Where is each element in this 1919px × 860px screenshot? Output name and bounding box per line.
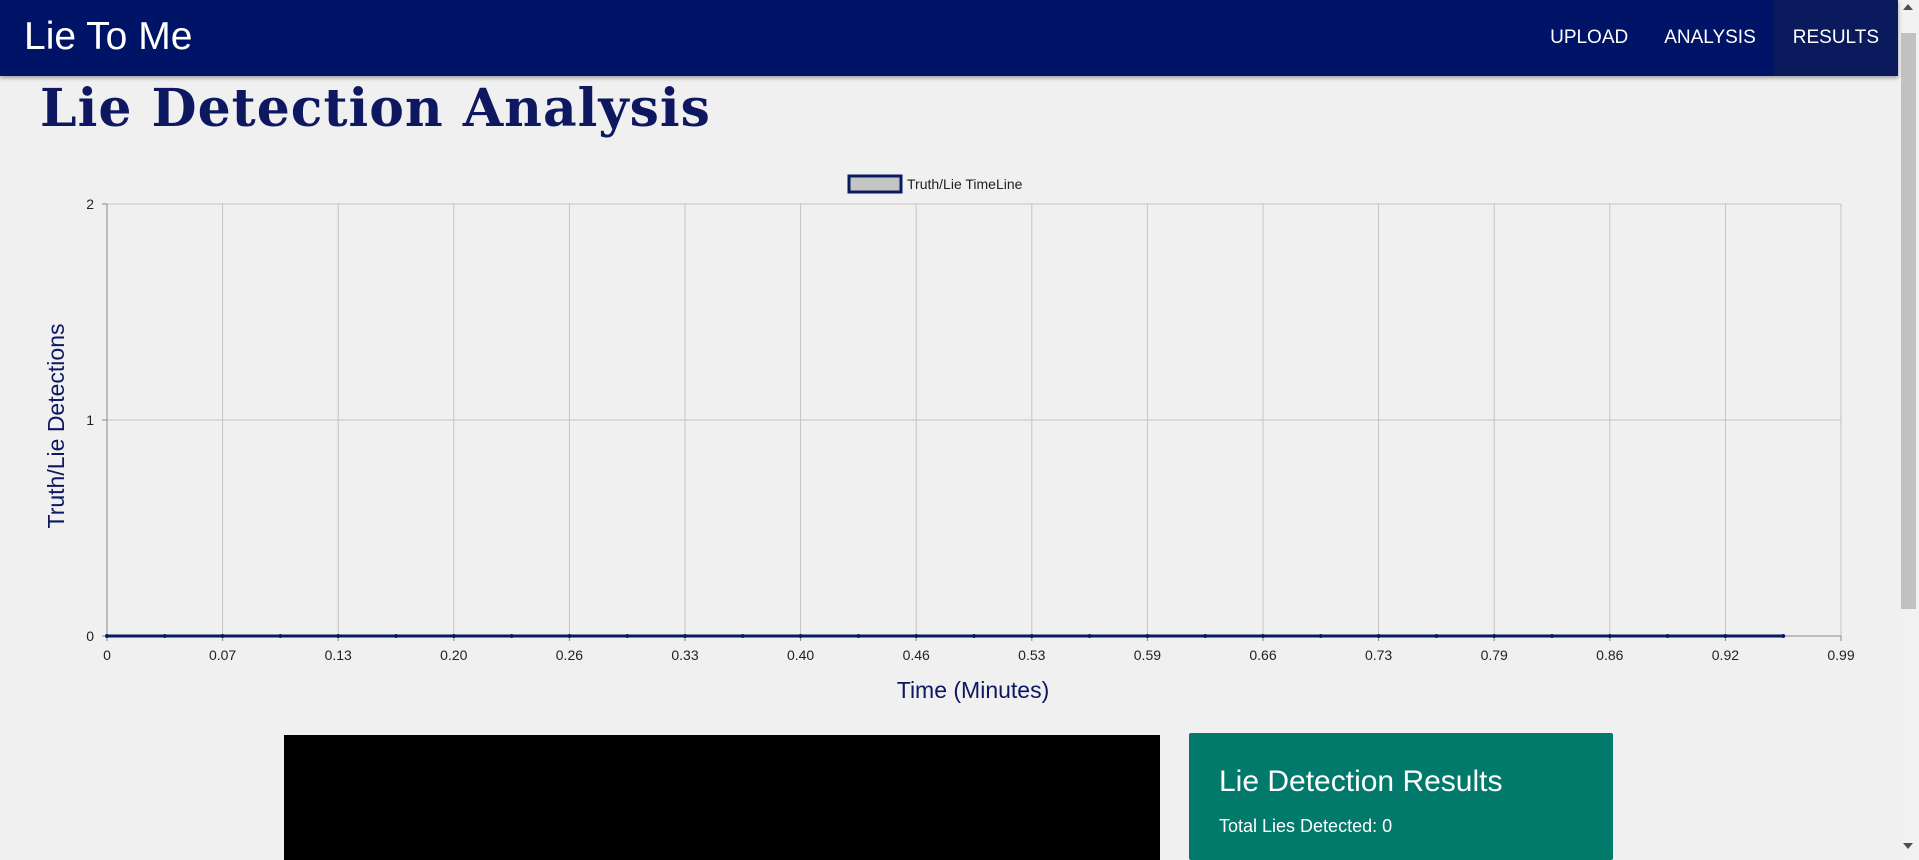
x-tick-label: 0.46 [903, 647, 930, 663]
x-tick-label: 0.66 [1249, 647, 1276, 663]
data-point [1665, 634, 1670, 638]
nav-link-analysis[interactable]: ANALYSIS [1664, 27, 1756, 48]
x-tick-label: 0.79 [1481, 647, 1508, 663]
x-tick-label: 0.53 [1018, 647, 1045, 663]
scroll-up-arrow-icon[interactable] [1903, 4, 1913, 10]
y-tick-label: 1 [86, 412, 94, 428]
top-navbar: Lie To Me UPLOAD ANALYSIS RESULTS [0, 0, 1898, 76]
x-tick-label: 0.07 [209, 647, 236, 663]
data-point [1203, 634, 1208, 638]
data-point [972, 634, 976, 638]
legend-label: Truth/Lie TimeLine [907, 176, 1023, 192]
y-axis-label: Truth/Lie Detections [43, 324, 69, 529]
nav-link-results[interactable]: RESULTS [1773, 0, 1898, 76]
results-card: Lie Detection Results Total Lies Detecte… [1189, 733, 1613, 860]
legend-swatch [847, 174, 903, 194]
brand-logo-link[interactable]: Lie To Me [24, 15, 193, 58]
y-tick-label: 0 [86, 628, 94, 644]
data-point [509, 634, 514, 638]
x-axis-label: Time (Minutes) [897, 677, 1050, 703]
scroll-thumb[interactable] [1901, 33, 1916, 609]
data-point [914, 634, 919, 638]
data-point [451, 634, 456, 638]
x-tick-label: 0.92 [1712, 647, 1739, 663]
data-point [1550, 634, 1554, 638]
data-point [278, 634, 283, 638]
truth-lie-timeline-chart: 0 0.07 0.13 0.20 0.26 0.33 0.40 0.46 0.53 0.59 0.6… [43, 174, 1855, 703]
page-title: Lie Detection Analysis [40, 78, 711, 139]
data-point [625, 634, 630, 638]
data-point [1261, 634, 1265, 638]
nav-links: UPLOAD ANALYSIS RESULTS [1532, 0, 1898, 76]
data-point [1434, 634, 1439, 638]
data-point [336, 634, 341, 638]
results-title: Lie Detection Results [1219, 765, 1503, 798]
data-point [1376, 634, 1381, 638]
x-tick-label: 0.33 [671, 647, 698, 663]
data-point [394, 634, 398, 638]
nav-link-upload[interactable]: UPLOAD [1550, 27, 1629, 48]
data-point [1723, 634, 1728, 638]
data-point [740, 634, 745, 638]
data-point [683, 634, 687, 638]
y-tick-label: 2 [86, 196, 94, 212]
x-tick-label: 0.13 [325, 647, 352, 663]
data-point [798, 634, 803, 638]
page-scrollbar[interactable] [1898, 0, 1919, 860]
scroll-down-arrow-icon[interactable] [1903, 843, 1913, 849]
data-point [1492, 634, 1497, 638]
total-lies-detected: Total Lies Detected: 0 [1219, 816, 1392, 837]
data-point [1318, 634, 1323, 638]
data-point [162, 634, 167, 638]
total-lies-value: 0 [1382, 816, 1393, 836]
data-point [105, 634, 109, 638]
data-point [1145, 634, 1150, 638]
x-tick-label: 0.20 [440, 647, 467, 663]
data-point [856, 634, 861, 638]
x-tick-label: 0.40 [787, 647, 814, 663]
data-point [1607, 634, 1612, 638]
x-tick-label: 0.86 [1596, 647, 1623, 663]
x-tick-label: 0.59 [1134, 647, 1161, 663]
video-player[interactable] [284, 735, 1160, 860]
x-tick-label: 0.26 [556, 647, 583, 663]
x-tick-label: 0.73 [1365, 647, 1392, 663]
x-tick-label: 0.99 [1827, 647, 1854, 663]
total-lies-label: Total Lies Detected: [1219, 816, 1383, 836]
x-tick-label: 0 [103, 647, 111, 663]
data-point [1781, 634, 1786, 638]
data-point [1087, 634, 1092, 638]
data-point [220, 634, 225, 638]
data-point [1029, 634, 1034, 638]
data-point [567, 634, 572, 638]
